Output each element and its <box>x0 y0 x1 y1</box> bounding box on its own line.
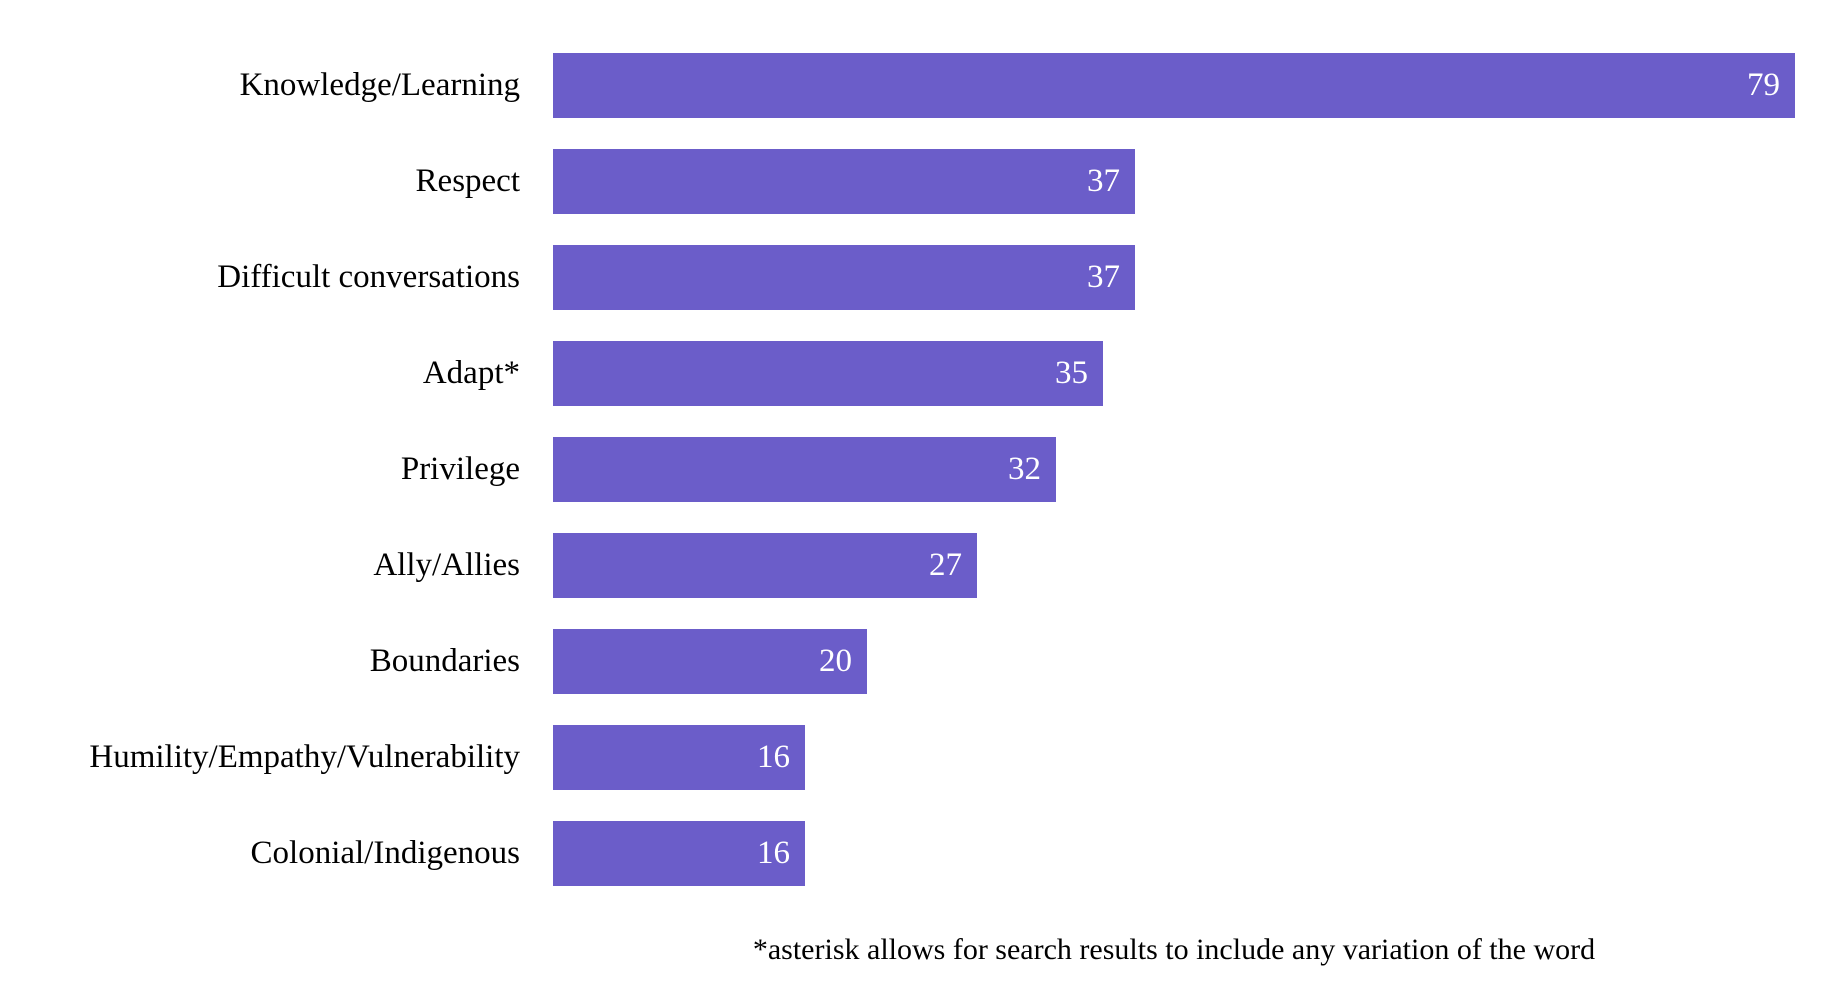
bar-row: Knowledge/Learning 79 <box>0 37 1822 133</box>
bar: 37 <box>553 148 1135 214</box>
bar-value-label: 37 <box>1087 162 1120 199</box>
bar-row: Boundaries 20 <box>0 613 1822 709</box>
category-label: Respect <box>415 162 520 199</box>
bar-row: Ally/Allies 27 <box>0 517 1822 613</box>
bar-value-label: 32 <box>1008 450 1041 487</box>
bar: 16 <box>553 820 805 886</box>
category-label: Humility/Empathy/Vulnerability <box>89 738 520 775</box>
bar-row: Colonial/Indigenous 16 <box>0 805 1822 901</box>
bar-value-label: 27 <box>929 546 962 583</box>
bar-value-label: 20 <box>819 642 852 679</box>
category-label: Adapt* <box>422 354 520 391</box>
bar-value-label: 16 <box>757 738 790 775</box>
bar: 27 <box>553 532 977 598</box>
bar: 79 <box>553 52 1795 118</box>
bar-value-label: 37 <box>1087 258 1120 295</box>
bar-row: Privilege 32 <box>0 421 1822 517</box>
bar-row: Difficult conversations 37 <box>0 229 1822 325</box>
category-label: Knowledge/Learning <box>239 66 520 103</box>
bar-row: Respect 37 <box>0 133 1822 229</box>
bar-chart: Knowledge/Learning 79 Respect 37 Difficu… <box>0 37 1822 966</box>
bar-value-label: 35 <box>1055 354 1088 391</box>
bar-value-label: 16 <box>757 834 790 871</box>
bar-value-label: 79 <box>1747 66 1780 103</box>
bar: 20 <box>553 628 867 694</box>
bar: 37 <box>553 244 1135 310</box>
category-label: Colonial/Indigenous <box>250 834 520 871</box>
category-label: Boundaries <box>369 642 520 679</box>
bar-row: Humility/Empathy/Vulnerability 16 <box>0 709 1822 805</box>
bar-row: Adapt* 35 <box>0 325 1822 421</box>
category-label: Ally/Allies <box>373 546 520 583</box>
bar: 35 <box>553 340 1103 406</box>
category-label: Privilege <box>400 450 520 487</box>
chart-footnote: *asterisk allows for search results to i… <box>752 933 1596 966</box>
bar: 32 <box>553 436 1056 502</box>
category-label: Difficult conversations <box>217 258 520 295</box>
bar: 16 <box>553 724 805 790</box>
